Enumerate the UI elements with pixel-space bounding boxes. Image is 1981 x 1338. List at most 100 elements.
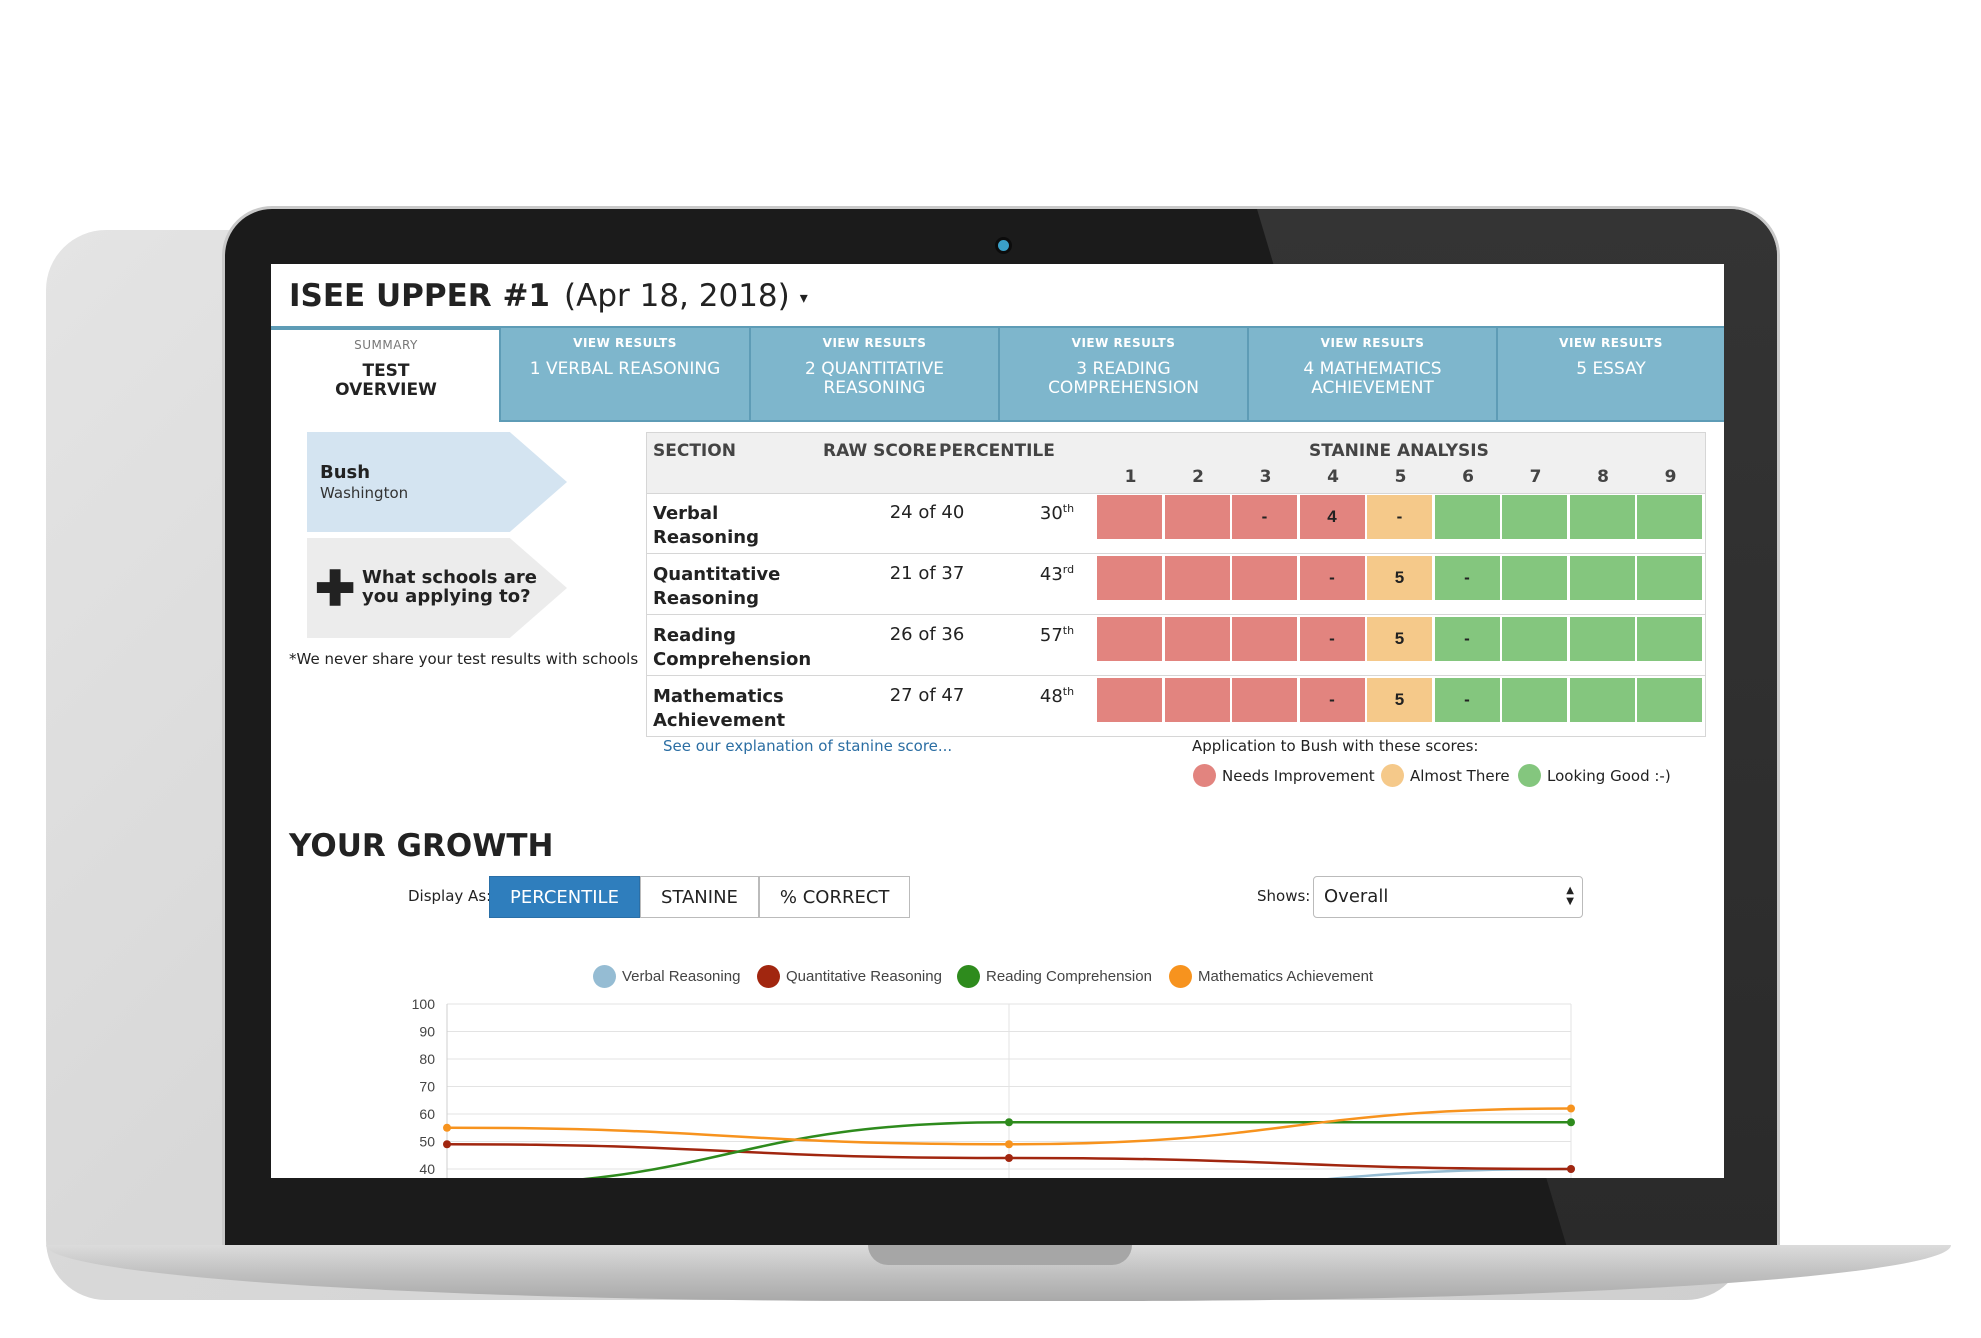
stanine-cell: - <box>1299 617 1365 661</box>
page-title[interactable]: ISEE UPPER #1 (Apr 18, 2018) ▾ <box>289 278 808 314</box>
stanine-cell: - <box>1434 678 1500 722</box>
stanine-cell <box>1502 556 1567 600</box>
stanine-number: 3 <box>1259 467 1272 487</box>
header-stanine: STANINE ANALYSIS <box>1309 441 1489 461</box>
chevron-down-icon[interactable]: ▾ <box>799 288 808 307</box>
camera-icon <box>995 237 1012 254</box>
yellow-dot-icon <box>1381 764 1404 787</box>
stanine-cell: - <box>1434 617 1500 661</box>
stanine-cell: - <box>1232 495 1297 539</box>
tab-small-label: VIEW RESULTS <box>1559 336 1663 350</box>
table-row: Verbal Reasoning 24 of 40 30th -4- <box>647 493 1705 554</box>
application-note: Application to Bush with these scores: <box>1192 737 1479 755</box>
percentile-number: 48 <box>1039 686 1063 707</box>
red-dot-icon <box>1193 764 1216 787</box>
stanine-cell <box>1502 678 1567 722</box>
stanine-cell <box>1164 617 1230 661</box>
chart-legend-reading[interactable]: Reading Comprehension <box>957 965 1152 988</box>
growth-line-chart: 100 90 80 70 60 50 40 <box>412 996 1575 1178</box>
ordinal-suffix: th <box>1062 502 1075 515</box>
tab-label: 5 ESSAY <box>1576 359 1646 379</box>
test-name: ISEE UPPER #1 <box>289 278 551 314</box>
stanine-cell <box>1164 678 1230 722</box>
results-table: SECTION RAW SCORE PERCENTILE STANINE ANA… <box>646 432 1706 737</box>
tab-small-label: VIEW RESULTS <box>573 336 677 350</box>
stanine-button[interactable]: STANINE <box>639 876 759 918</box>
legend-series-label: Mathematics Achievement <box>1198 968 1374 985</box>
add-school-card[interactable]: ✚ What schools are you applying to? <box>307 538 567 638</box>
raw-score: 24 of 40 <box>889 502 965 523</box>
stanine-number: 8 <box>1597 467 1609 487</box>
stanine-cell <box>1569 617 1635 661</box>
ordinal-suffix: th <box>1062 624 1075 637</box>
stanine-explanation-link[interactable]: See our explanation of stanine score... <box>663 737 953 755</box>
y-tick-label: 90 <box>419 1024 435 1040</box>
tab-quantitative-reasoning[interactable]: VIEW RESULTS 2 QUANTITATIVE REASONING <box>749 326 998 422</box>
section-name: Verbal Reasoning <box>653 503 759 548</box>
display-as-label: Display As: <box>408 887 492 905</box>
section-name: Quantitative Reasoning <box>653 564 781 609</box>
ordinal-suffix: rd <box>1062 563 1075 576</box>
tab-verbal-reasoning[interactable]: VIEW RESULTS 1 VERBAL REASONING <box>499 326 749 422</box>
chart-legend-verbal[interactable]: Verbal Reasoning <box>593 965 740 988</box>
percent-correct-button[interactable]: % CORRECT <box>758 876 911 918</box>
chart-legend-math[interactable]: Mathematics Achievement <box>1169 965 1373 988</box>
tab-small-label: VIEW RESULTS <box>1320 336 1425 350</box>
percentile-button[interactable]: PERCENTILE <box>489 876 640 918</box>
legend-series-label: Reading Comprehension <box>986 968 1152 985</box>
tab-test-overview[interactable]: SUMMARY TEST OVERVIEW <box>271 326 501 422</box>
tab-label: 4 MATHEMATICS ACHIEVEMENT <box>1303 359 1442 398</box>
header-section: SECTION <box>653 441 736 461</box>
school-card[interactable]: Bush Washington <box>307 432 567 532</box>
stanine-cell <box>1637 556 1702 600</box>
table-row: Mathematics Achievement 27 of 47 48th -5- <box>647 676 1705 737</box>
stanine-cell <box>1232 678 1297 722</box>
stanine-cell <box>1569 495 1635 539</box>
legend-series-label: Quantitative Reasoning <box>786 968 942 985</box>
percentile-value: 30th <box>992 502 1122 524</box>
stanine-cell <box>1232 617 1297 661</box>
select-arrows-icon: ▲ ▼ <box>1566 885 1574 907</box>
data-point <box>443 1140 451 1149</box>
stanine-cell <box>1569 556 1635 600</box>
legend-label: Looking Good :-) <box>1547 766 1671 785</box>
series-line <box>1326 1167 1572 1178</box>
stanine-cell: - <box>1367 495 1432 539</box>
tab-mathematics-achievement[interactable]: VIEW RESULTS 4 MATHEMATICS ACHIEVEMENT <box>1247 326 1496 422</box>
y-tick-label: 100 <box>412 996 436 1012</box>
tab-essay[interactable]: VIEW RESULTS 5 ESSAY <box>1496 326 1724 422</box>
data-point <box>1005 1140 1013 1149</box>
legend-label: Needs Improvement <box>1222 766 1375 785</box>
stanine-number: 9 <box>1664 467 1677 487</box>
stanine-cell <box>1502 617 1567 661</box>
stanine-cell <box>1097 678 1162 722</box>
y-tick-label: 70 <box>419 1079 435 1095</box>
table-row: Quantitative Reasoning 21 of 37 43rd -5- <box>647 554 1705 615</box>
legend-dot-icon <box>1169 965 1192 988</box>
stanine-cell <box>1434 495 1500 539</box>
ordinal-suffix: th <box>1062 685 1075 698</box>
stanine-cell: 5 <box>1367 556 1432 600</box>
y-tick-label: 80 <box>419 1051 435 1067</box>
tab-label: TEST OVERVIEW <box>335 361 437 400</box>
chart-legend-quantitative[interactable]: Quantitative Reasoning <box>757 965 942 988</box>
growth-heading: YOUR GROWTH <box>289 828 554 864</box>
privacy-note: *We never share your test results with s… <box>289 650 639 668</box>
stanine-cell <box>1637 617 1702 661</box>
y-tick-label: 50 <box>419 1134 435 1150</box>
plus-icon: ✚ <box>315 563 356 616</box>
data-point <box>1567 1165 1575 1173</box>
section-name: Mathematics Achievement <box>653 686 786 731</box>
tab-reading-comprehension[interactable]: VIEW RESULTS 3 READING COMPREHENSION <box>998 326 1247 422</box>
stanine-cell: - <box>1299 556 1365 600</box>
legend-almost-there: Almost There <box>1381 764 1510 787</box>
data-point <box>443 1123 451 1132</box>
y-tick-label: 60 <box>419 1106 435 1122</box>
legend-needs-improvement: Needs Improvement <box>1193 764 1375 787</box>
results-tabs: SUMMARY TEST OVERVIEW VIEW RESULTS 1 VER… <box>271 326 1724 422</box>
stanine-cell: 5 <box>1367 617 1432 661</box>
shows-select[interactable]: Overall ▲ ▼ <box>1313 876 1583 918</box>
percentile-value: 43rd <box>992 563 1122 585</box>
y-tick-label: 40 <box>419 1161 435 1177</box>
legend-dot-icon <box>757 965 780 988</box>
